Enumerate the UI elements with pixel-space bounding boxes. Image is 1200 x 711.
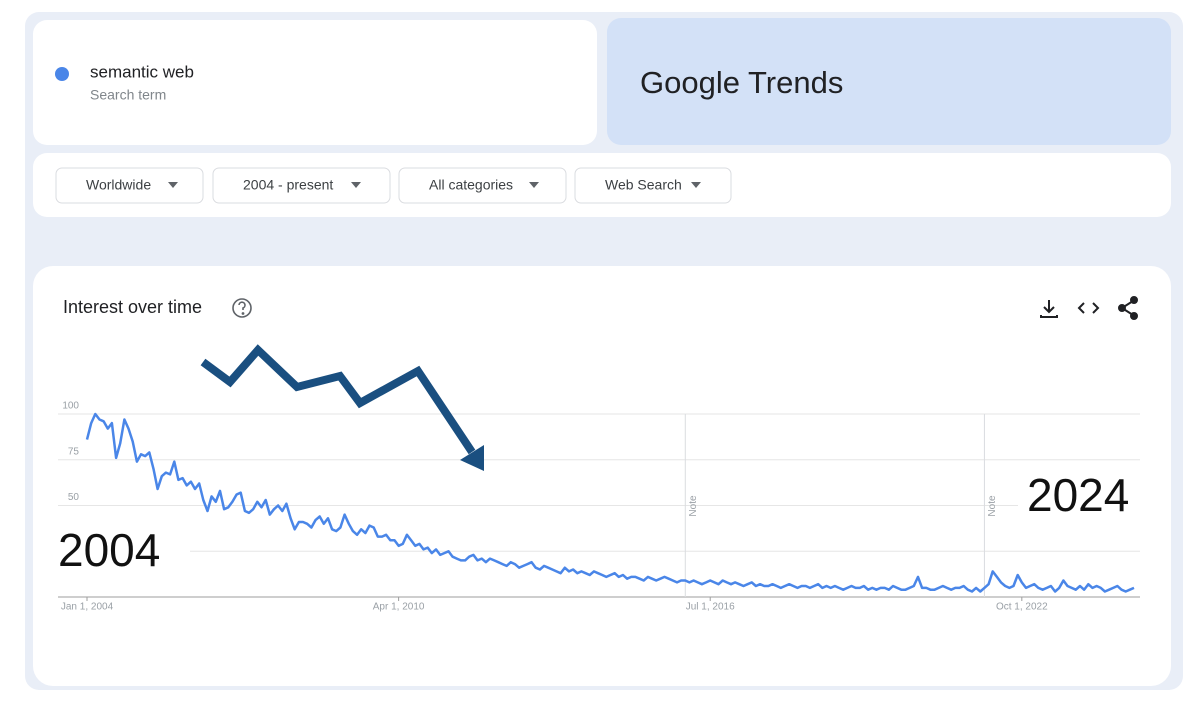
filter-category[interactable]: All categories xyxy=(398,167,567,204)
filter-property[interactable]: Web Search xyxy=(574,167,732,204)
search-term[interactable]: semantic web xyxy=(90,62,194,81)
x-tick-label: Jul 1, 2016 xyxy=(686,602,735,613)
chart-title: Interest over time xyxy=(63,297,202,317)
help-icon[interactable] xyxy=(232,298,252,318)
year-annotation: 2024 xyxy=(1027,469,1129,521)
trend-line xyxy=(85,412,1135,593)
search-term-type: Search term xyxy=(90,87,166,103)
filter-label: All categories xyxy=(429,177,513,193)
x-tick-label: Apr 1, 2010 xyxy=(373,602,425,613)
filter-label: Worldwide xyxy=(86,177,151,193)
embed-icon[interactable] xyxy=(1077,302,1100,314)
y-tick-label: 50 xyxy=(68,492,80,503)
term-card xyxy=(33,20,597,145)
trend-arrow xyxy=(200,344,484,471)
x-tick-label: Oct 1, 2022 xyxy=(996,602,1048,613)
annotation-backdrop xyxy=(50,530,190,578)
filter-region[interactable]: Worldwide xyxy=(55,167,204,204)
chart-card xyxy=(33,266,1171,686)
brand-card xyxy=(607,18,1171,145)
brand-title: Google Trends xyxy=(640,65,843,100)
y-tick-label: 75 xyxy=(68,446,80,457)
x-tick-label: Jan 1, 2004 xyxy=(61,602,114,613)
filter-label: 2004 - present xyxy=(243,177,333,193)
note-label: Note xyxy=(688,495,699,517)
filter-label: Web Search xyxy=(605,177,682,193)
note-label: Note xyxy=(987,495,998,517)
download-icon[interactable] xyxy=(1040,300,1058,318)
annotation-backdrop xyxy=(1018,474,1143,524)
y-tick-label: 100 xyxy=(62,401,79,412)
series-dot xyxy=(55,67,69,81)
filter-time[interactable]: 2004 - present xyxy=(212,167,391,204)
year-annotation: 2004 xyxy=(58,524,160,576)
share-icon[interactable] xyxy=(1118,296,1138,320)
